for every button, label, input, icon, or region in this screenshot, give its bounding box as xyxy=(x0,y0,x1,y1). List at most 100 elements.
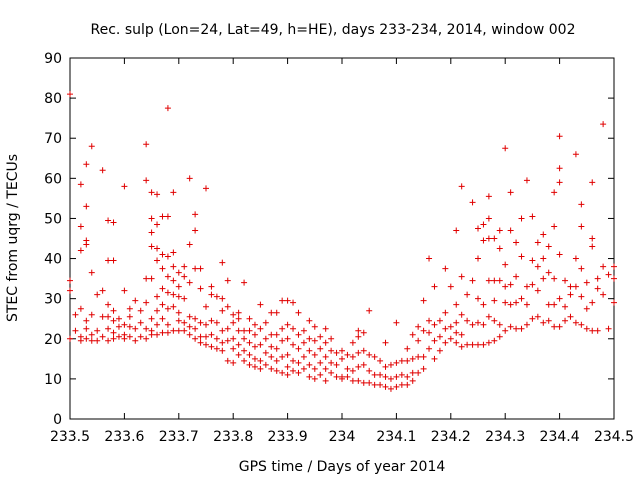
x-tick: 233.9 xyxy=(268,58,308,445)
data-point xyxy=(284,321,291,328)
data-point xyxy=(502,145,509,152)
data-point xyxy=(77,305,84,312)
data-point xyxy=(453,227,460,234)
data-point xyxy=(562,277,569,284)
data-point xyxy=(154,307,161,314)
data-point xyxy=(485,235,492,242)
data-point xyxy=(262,319,269,326)
data-point xyxy=(589,235,596,242)
data-point xyxy=(88,143,95,150)
data-point xyxy=(306,373,313,380)
data-point xyxy=(469,277,476,284)
data-point xyxy=(589,327,596,334)
data-point xyxy=(143,335,150,342)
data-point xyxy=(475,341,481,348)
data-point xyxy=(192,265,199,272)
data-point xyxy=(382,373,389,380)
data-point xyxy=(583,279,590,286)
data-point xyxy=(300,353,307,360)
data-point xyxy=(317,359,324,366)
data-point xyxy=(349,353,356,360)
x-tick-label: 234.5 xyxy=(594,429,634,445)
data-point xyxy=(192,315,199,322)
data-point xyxy=(175,293,182,300)
data-point xyxy=(491,235,498,242)
data-point xyxy=(290,299,297,306)
data-point xyxy=(175,283,182,290)
plot-frame xyxy=(69,57,615,420)
data-point xyxy=(88,331,95,338)
data-point xyxy=(420,297,427,304)
data-point xyxy=(366,351,373,358)
data-point xyxy=(339,355,345,362)
data-point xyxy=(507,189,514,196)
data-point xyxy=(143,325,150,332)
data-point xyxy=(404,381,411,388)
data-point xyxy=(246,315,253,322)
data-point xyxy=(360,347,367,354)
data-point xyxy=(208,343,215,350)
data-point xyxy=(480,301,487,308)
data-point xyxy=(442,265,449,272)
data-point xyxy=(148,315,155,322)
data-point xyxy=(589,299,596,306)
data-point xyxy=(469,341,476,348)
data-point xyxy=(148,215,155,222)
y-tick-label: 90 xyxy=(44,51,62,67)
data-points xyxy=(67,91,617,392)
data-point xyxy=(148,229,155,236)
data-point xyxy=(453,329,460,336)
x-tick-label: 233.5 xyxy=(50,429,90,445)
data-point xyxy=(268,343,275,350)
data-point xyxy=(404,373,411,380)
y-tick: 30 xyxy=(44,292,614,308)
data-point xyxy=(67,91,73,98)
data-point xyxy=(371,381,378,388)
data-point xyxy=(393,359,400,366)
x-tick: 234.2 xyxy=(431,58,471,445)
data-point xyxy=(197,319,204,326)
data-point xyxy=(159,301,166,308)
data-point xyxy=(186,331,193,338)
data-point xyxy=(562,317,569,324)
data-point xyxy=(181,327,188,334)
data-point xyxy=(507,281,514,288)
x-tick-label: 233.8 xyxy=(213,429,253,445)
data-point xyxy=(518,325,525,332)
data-point xyxy=(164,321,171,328)
data-point xyxy=(398,381,405,388)
data-point xyxy=(235,327,242,334)
data-point xyxy=(317,333,324,340)
data-point xyxy=(251,331,258,338)
data-point xyxy=(475,225,481,232)
data-point xyxy=(148,189,155,196)
data-point xyxy=(143,275,150,282)
x-tick-label: 233.6 xyxy=(104,429,144,445)
data-point xyxy=(192,227,199,234)
data-point xyxy=(284,363,291,370)
data-point xyxy=(355,333,362,340)
data-point xyxy=(409,377,416,384)
data-point xyxy=(431,355,438,362)
data-point xyxy=(208,331,215,338)
x-tick: 233.6 xyxy=(104,58,145,445)
data-point xyxy=(534,239,541,246)
data-point xyxy=(409,331,416,338)
data-point xyxy=(567,313,574,320)
data-point xyxy=(583,325,590,332)
data-point xyxy=(230,359,237,366)
data-point xyxy=(251,355,258,362)
x-tick-label: 233.7 xyxy=(159,429,199,445)
data-point xyxy=(572,151,579,158)
data-point xyxy=(426,317,433,324)
data-point xyxy=(273,345,280,352)
data-point xyxy=(600,263,607,270)
data-point xyxy=(164,289,171,296)
data-point xyxy=(578,223,585,230)
data-point xyxy=(605,271,612,278)
data-point xyxy=(458,343,465,350)
data-point xyxy=(545,269,552,276)
data-point xyxy=(197,339,204,346)
data-point xyxy=(262,361,269,368)
data-point xyxy=(110,329,117,336)
